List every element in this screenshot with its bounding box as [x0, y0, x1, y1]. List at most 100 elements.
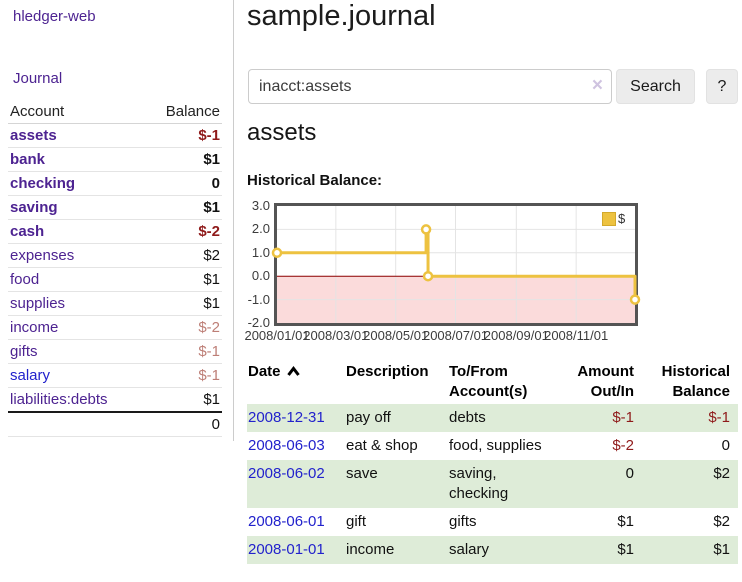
- account-balance: $-1: [144, 123, 222, 148]
- account-link[interactable]: gifts: [10, 343, 38, 360]
- x-axis-tick-label: 2008/11/01: [544, 328, 609, 343]
- account-link[interactable]: salary: [10, 367, 51, 384]
- chart-plot-area[interactable]: [271, 203, 641, 326]
- accounts-total-row: 0: [8, 411, 222, 437]
- chart-legend: $: [600, 210, 628, 227]
- account-link[interactable]: saving: [10, 199, 58, 216]
- account-row: cash $-2: [8, 219, 222, 244]
- transaction-date-link[interactable]: 2008-06-01: [248, 513, 325, 530]
- account-balance: 0: [144, 171, 222, 196]
- transaction-date-link[interactable]: 2008-06-03: [248, 437, 325, 454]
- register-header-accounts: To/From Account(s): [449, 363, 528, 400]
- y-axis-tick-label: 1.0: [251, 244, 270, 260]
- account-row: checking 0: [8, 171, 222, 196]
- account-link[interactable]: liabilities:debts: [10, 391, 108, 408]
- account-balance: $-1: [144, 363, 222, 388]
- transaction-accounts: food, supplies: [449, 437, 542, 454]
- app-brand-link[interactable]: hledger-web: [13, 8, 96, 25]
- account-row: supplies $1: [8, 291, 222, 316]
- transaction-balance: $1: [713, 541, 730, 558]
- clear-search-icon[interactable]: ×: [591, 75, 603, 96]
- x-axis-tick-label: 2008/09/01: [483, 328, 549, 343]
- account-link[interactable]: expenses: [10, 247, 75, 264]
- transaction-row: 2008-06-02 save saving, checking 0 $2: [247, 460, 738, 508]
- transaction-description: eat & shop: [346, 437, 418, 454]
- account-link[interactable]: food: [10, 271, 40, 288]
- x-axis-tick-label: 2008/01/01: [244, 328, 310, 343]
- transaction-accounts: saving, checking: [449, 465, 509, 502]
- sort-ascending-icon[interactable]: [286, 363, 301, 383]
- register-header-amount: Amount Out/In: [577, 363, 634, 400]
- nav-journal-link[interactable]: Journal: [13, 70, 63, 87]
- account-heading: assets: [247, 119, 317, 146]
- account-row: bank $1: [8, 147, 222, 172]
- chart-title: Historical Balance:: [247, 172, 383, 189]
- register-table: Date Description To/From Account(s) Amou…: [247, 360, 738, 564]
- search-input[interactable]: [248, 69, 612, 104]
- y-axis-tick-label: -1.0: [247, 291, 270, 307]
- transaction-row: 2008-12-31 pay off debts $-1 $-1: [247, 404, 738, 432]
- transaction-amount: $1: [617, 513, 634, 530]
- help-button[interactable]: ?: [706, 69, 738, 104]
- transaction-balance: 0: [721, 437, 730, 454]
- account-row: assets $-1: [8, 123, 222, 148]
- x-axis-tick-label: 2008/05/01: [363, 328, 429, 343]
- transaction-balance: $-1: [708, 409, 730, 426]
- account-link[interactable]: assets: [10, 127, 57, 144]
- register-header-balance: Historical Balance: [661, 363, 730, 400]
- transaction-row: 2008-06-03 eat & shop food, supplies $-2 0: [247, 432, 738, 460]
- account-balance: $-2: [144, 219, 222, 244]
- account-row: liabilities:debts $1: [8, 388, 222, 413]
- account-row: gifts $-1: [8, 339, 222, 364]
- accounts-header-row: Account Balance: [8, 100, 222, 124]
- transaction-amount: $1: [617, 541, 634, 558]
- transaction-date-link[interactable]: 2008-01-01: [248, 541, 325, 558]
- account-link[interactable]: cash: [10, 223, 45, 240]
- historical-balance-chart: $ 3.0 2.0 1.0 0.0 -1.0 -2.0 2008/01/01 2008/03/…: [240, 198, 742, 347]
- account-row: salary $-1: [8, 363, 222, 388]
- y-axis-tick-label: -2.0: [247, 315, 270, 330]
- accounts-header-account: Account: [8, 100, 145, 124]
- transaction-balance: $2: [713, 513, 730, 530]
- account-balance: $2: [144, 243, 222, 268]
- y-axis-tick-label: 0.0: [251, 268, 270, 284]
- y-axis-tick-label: 3.0: [251, 198, 270, 213]
- register-header-description: Description: [346, 363, 429, 380]
- page-title: sample.journal: [247, 0, 436, 32]
- search-box: ×: [248, 69, 612, 104]
- transaction-description: save: [346, 465, 378, 482]
- register-header-date[interactable]: Date: [247, 360, 345, 404]
- transaction-balance: $2: [713, 465, 730, 482]
- transaction-amount: 0: [625, 465, 634, 482]
- account-row: saving $1: [8, 195, 222, 220]
- account-row: income $-2: [8, 315, 222, 340]
- account-link[interactable]: checking: [10, 175, 76, 192]
- transaction-row: 2008-06-01 gift gifts $1 $2: [247, 508, 738, 536]
- register-header-row: Date Description To/From Account(s) Amou…: [247, 360, 738, 404]
- search-button[interactable]: Search: [616, 69, 695, 104]
- y-axis-tick-label: 2.0: [251, 221, 270, 237]
- transaction-date-link[interactable]: 2008-06-02: [248, 465, 325, 482]
- account-link[interactable]: bank: [10, 151, 46, 168]
- transaction-description: gift: [346, 513, 367, 530]
- account-balance: $-2: [144, 315, 222, 340]
- account-balance: $1: [144, 195, 222, 220]
- account-link[interactable]: income: [10, 319, 59, 336]
- transaction-accounts: salary: [449, 541, 490, 558]
- transaction-amount: $-1: [612, 409, 634, 426]
- transaction-date-link[interactable]: 2008-12-31: [248, 409, 325, 426]
- transaction-accounts: gifts: [449, 513, 477, 530]
- account-link[interactable]: supplies: [10, 295, 66, 312]
- transaction-amount: $-2: [612, 437, 634, 454]
- legend-swatch-icon: [602, 211, 616, 226]
- x-axis-tick-label: 2008/07/01: [422, 328, 489, 343]
- account-balance: $-1: [144, 339, 222, 364]
- account-balance: $1: [144, 147, 222, 172]
- accounts-table: Account Balance assets $-1 bank $1 checking 0…: [8, 100, 222, 437]
- x-axis-tick-label: 2008/03/01: [303, 328, 369, 343]
- accounts-header-balance: Balance: [144, 100, 222, 124]
- account-balance: $1: [144, 267, 222, 292]
- transaction-accounts: debts: [449, 409, 486, 426]
- accounts-total-balance: 0: [144, 411, 222, 437]
